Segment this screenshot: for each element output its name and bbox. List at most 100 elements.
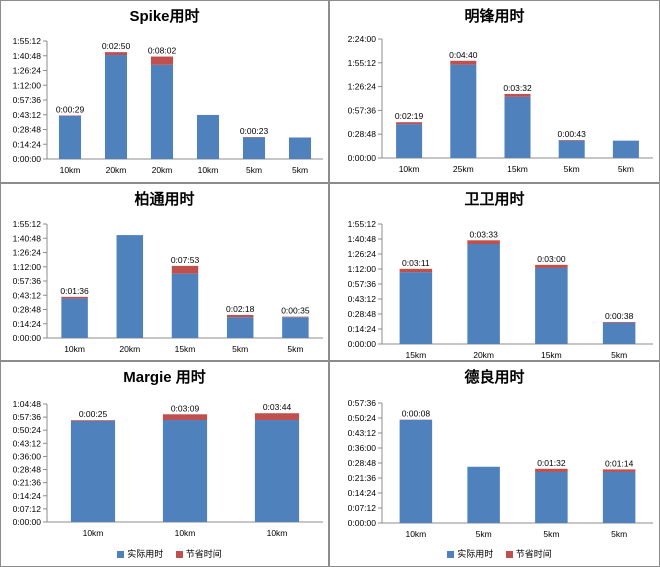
bar-actual	[612, 140, 639, 158]
data-label: 0:00:38	[605, 311, 634, 321]
bar-saved	[602, 469, 636, 472]
data-label: 0:01:36	[60, 286, 89, 296]
bar-saved	[467, 240, 500, 244]
y-tick-label: 0:14:24	[348, 324, 377, 334]
y-tick-label: 0:28:48	[13, 305, 42, 315]
chart-panel-deliang: 德良用时 0:00:00 0:07:12 0:14:24 0:21:36 0:28:48…	[329, 361, 660, 567]
data-label: 0:03:11	[402, 258, 430, 268]
y-tick-label: 0:57:36	[348, 279, 377, 289]
x-tick-label: 5km	[287, 344, 303, 354]
y-tick-label: 0:57:36	[13, 276, 42, 286]
bar-saved	[162, 414, 208, 421]
chart-panel-weiwei: 卫卫用时 0:00:00 0:14:24 0:28:48 0:43:12 0:57:36…	[329, 183, 660, 361]
y-tick-label: 0:00:00	[348, 153, 377, 163]
data-label: 0:02:18	[226, 304, 255, 314]
x-tick-label: 10km	[175, 528, 196, 538]
chart-legend: 实际用时 节省时间	[1, 547, 328, 560]
y-tick-label: 0:28:48	[13, 465, 42, 475]
y-tick-label: 1:40:48	[13, 233, 42, 243]
chart-title: Margie 用时	[123, 369, 206, 386]
x-tick-label: 15km	[541, 350, 562, 360]
bar-actual	[150, 64, 174, 159]
bar-actual	[602, 322, 636, 344]
y-tick-label: 0:28:48	[348, 458, 377, 468]
x-tick-label: 5km	[232, 344, 248, 354]
x-tick-label: 20km	[473, 350, 494, 360]
legend-swatch-saved	[505, 551, 513, 558]
data-label: 0:07:53	[171, 255, 200, 265]
bar-saved	[399, 268, 433, 273]
bar-actual	[467, 466, 500, 523]
bar-actual	[558, 140, 585, 158]
bar-actual	[450, 64, 477, 158]
y-tick-label: 1:40:48	[348, 234, 377, 244]
y-tick-label: 1:55:12	[348, 219, 377, 229]
data-label: 0:00:08	[402, 409, 431, 419]
chart-svg: 0:00:00 0:14:24 0:28:48 0:43:12 0:57:36 1:12:…	[13, 36, 323, 175]
bar-actual	[399, 419, 433, 523]
bar-actual	[196, 114, 220, 159]
y-tick-label: 0:43:12	[13, 290, 42, 300]
legend-label-saved: 节省时间	[185, 549, 222, 559]
bar-saved	[450, 60, 477, 65]
y-tick-label: 0:00:00	[348, 339, 377, 349]
bar-saved	[150, 56, 174, 65]
chart-svg: 0:00:00 0:14:24 0:28:48 0:43:12 0:57:36 1:12:…	[13, 219, 323, 354]
x-tick-label: 5km	[476, 529, 492, 539]
y-tick-label: 0:14:24	[13, 491, 42, 501]
bar-saved	[282, 316, 309, 318]
x-tick-label: 5km	[611, 529, 627, 539]
x-tick-label: 10km	[83, 528, 104, 538]
y-tick-label: 1:26:24	[13, 66, 42, 76]
chart-panel-margie: Margie 用时 0:00:00 0:07:12 0:14:24 0:21:36 0:…	[0, 361, 329, 567]
bar-actual	[396, 124, 423, 158]
y-tick-label: 0:36:00	[348, 443, 377, 453]
y-tick-label: 0:28:48	[348, 309, 377, 319]
legend-swatch-actual	[117, 551, 125, 558]
y-tick-label: 1:55:12	[13, 219, 42, 229]
data-label: 0:03:44	[263, 402, 292, 412]
data-label: 0:03:32	[503, 83, 532, 93]
data-label: 0:04:40	[449, 50, 478, 60]
y-tick-label: 1:12:00	[13, 80, 42, 90]
chart-title: 明锋用时	[464, 8, 525, 25]
chart-svg: 0:00:00 0:14:24 0:28:48 0:43:12 0:57:36 1:12:…	[348, 219, 653, 360]
x-tick-label: 15km	[405, 350, 426, 360]
y-tick-label: 0:50:24	[348, 413, 377, 423]
y-tick-label: 0:57:36	[348, 398, 377, 408]
y-tick-label: 0:14:24	[13, 319, 42, 329]
x-tick-label: 15km	[507, 164, 528, 174]
legend-swatch-saved	[175, 551, 183, 558]
x-tick-label: 20km	[119, 344, 140, 354]
bar-saved	[535, 264, 568, 268]
data-label: 0:02:19	[395, 111, 424, 121]
y-tick-label: 1:26:24	[13, 248, 42, 258]
bar-actual	[254, 420, 300, 522]
bar-actual	[467, 244, 500, 344]
data-label: 0:03:33	[469, 229, 498, 239]
y-tick-label: 1:55:12	[13, 36, 42, 46]
x-tick-label: 10km	[64, 344, 85, 354]
x-tick-label: 5km	[543, 529, 559, 539]
bar-actual	[58, 115, 82, 159]
data-label: 0:02:50	[102, 41, 131, 51]
bar-saved	[104, 52, 128, 56]
data-label: 0:00:35	[281, 306, 310, 316]
bar-saved	[226, 314, 254, 318]
bar-actual	[226, 317, 254, 338]
y-tick-label: 0:50:24	[13, 425, 42, 435]
data-label: 0:03:00	[537, 254, 566, 264]
legend-label-actual: 实际用时	[127, 549, 164, 559]
bar-actual	[535, 267, 568, 344]
y-tick-label: 1:55:12	[348, 58, 377, 68]
x-tick-label: 25km	[453, 164, 474, 174]
bar-actual	[61, 298, 88, 338]
chart-title: 卫卫用时	[464, 191, 525, 208]
chart-panel-spike: Spike用时 0:00:00 0:14:24 0:28:48 0:43:12 0:57…	[0, 0, 329, 183]
chart-svg: 0:00:00 0:28:48 0:57:36 1:26:24 1:55:12 2:24:…	[348, 34, 653, 174]
y-tick-label: 0:21:36	[13, 478, 42, 488]
y-tick-label: 0:43:12	[13, 438, 42, 448]
y-tick-label: 2:24:00	[348, 34, 377, 44]
bar-actual	[399, 272, 433, 344]
x-tick-label: 5km	[246, 165, 262, 175]
